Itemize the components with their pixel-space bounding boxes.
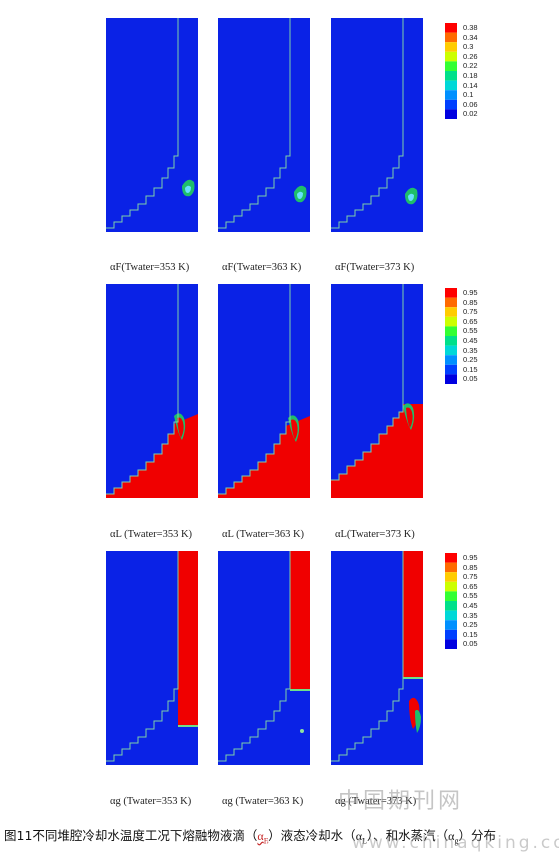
legend-tick: 0.45: [463, 601, 478, 610]
legend-tick: 0.25: [463, 620, 478, 630]
caption-mid1: ）液态冷却水（: [268, 828, 356, 843]
legend-tick: 0.14: [463, 80, 478, 90]
legend-tick: 0.15: [463, 364, 478, 374]
contour-panel-L-1: [106, 284, 198, 498]
contour-panel-F-2: [218, 18, 310, 232]
legend-tick: 0.35: [463, 345, 478, 355]
legend-tick: 0.75: [463, 307, 478, 317]
contour-panel-F-1: [106, 18, 198, 232]
legend-tick: 0.75: [463, 572, 478, 582]
caption-mid2: ）、和水蒸汽（: [366, 828, 449, 843]
caption-symbol-f: αF: [257, 829, 269, 846]
figure-caption: 图11不同堆腔冷却水温度工况下熔融物液滴（αF）液态冷却水（αL）、和水蒸汽（α…: [4, 825, 496, 845]
panel-label-g-1: αg (Twater=353 K): [110, 796, 192, 807]
legend-colorbar: [445, 288, 457, 384]
liquid-region: [218, 416, 310, 498]
caption-symbol-g: αg: [448, 829, 459, 846]
contour-panel-g-3: [331, 551, 423, 765]
legend-tick: 0.85: [463, 297, 478, 307]
legend-tick: 0.65: [463, 581, 478, 591]
legend-colorbar: [445, 23, 457, 119]
legend-tick: 0.95: [463, 553, 478, 562]
panel-label-L-2: αL (Twater=363 K): [222, 529, 305, 540]
panel-label-F-3: αF(Twater=373 K): [335, 262, 415, 273]
panel-label-g-3: αg (Twater=373 K): [335, 796, 417, 807]
legend-tick: 0.55: [463, 326, 478, 336]
panel-label-F-1: αF(Twater=353 K): [110, 262, 190, 273]
panel-label-L-1: αL (Twater=353 K): [110, 529, 193, 540]
panel-label-g-2: αg (Twater=363 K): [222, 796, 304, 807]
legend-tick: 0.95: [463, 288, 478, 297]
legend-tick: 0.55: [463, 591, 478, 601]
contour-panel-F-3: [331, 18, 423, 232]
caption-symbol-l: αL: [355, 829, 367, 846]
legend-tick: 0.02: [463, 109, 478, 119]
contour-panel-g-2: [218, 551, 310, 765]
legend-tick: 0.25: [463, 355, 478, 365]
legend-tick: 0.18: [463, 71, 478, 80]
legend-tick: 0.45: [463, 336, 478, 345]
legend-tick: 0.3: [463, 42, 474, 52]
contour-panel-L-3: [331, 284, 423, 498]
legend-colorbar: [445, 553, 457, 649]
vapor-column: [290, 551, 310, 691]
caption-suffix: ）分布: [458, 828, 496, 843]
panel-label-L-3: αL(Twater=373 K): [335, 529, 415, 540]
legend-tick: 0.15: [463, 629, 478, 639]
liquid-region: [106, 414, 198, 498]
legend-tick: 0.05: [463, 374, 478, 384]
watermark-logo: 中国期刊网: [338, 789, 464, 814]
legend-tick: 0.22: [463, 61, 478, 71]
legend-tick: 0.38: [463, 23, 478, 32]
liquid-region: [331, 404, 423, 498]
panel-label-F-2: αF(Twater=363 K): [222, 262, 302, 273]
contour-panel-g-1: [106, 551, 198, 765]
legend-tick: 0.85: [463, 562, 478, 572]
vapor-column: [178, 551, 198, 727]
legend-tick: 0.34: [463, 32, 478, 42]
caption-prefix: 图11不同堆腔冷却水温度工况下熔融物液滴（: [4, 828, 258, 843]
contour-panel-L-2: [218, 284, 310, 498]
vapor-column: [403, 551, 423, 679]
legend-tick: 0.35: [463, 610, 478, 620]
watermark-url: www.chinaqking.com: [352, 833, 559, 853]
legend-tick: 0.26: [463, 51, 478, 61]
legend-tick: 0.65: [463, 316, 478, 326]
legend-tick: 0.05: [463, 639, 478, 649]
legend-tick: 0.06: [463, 99, 478, 109]
legend-tick: 0.1: [463, 90, 474, 100]
